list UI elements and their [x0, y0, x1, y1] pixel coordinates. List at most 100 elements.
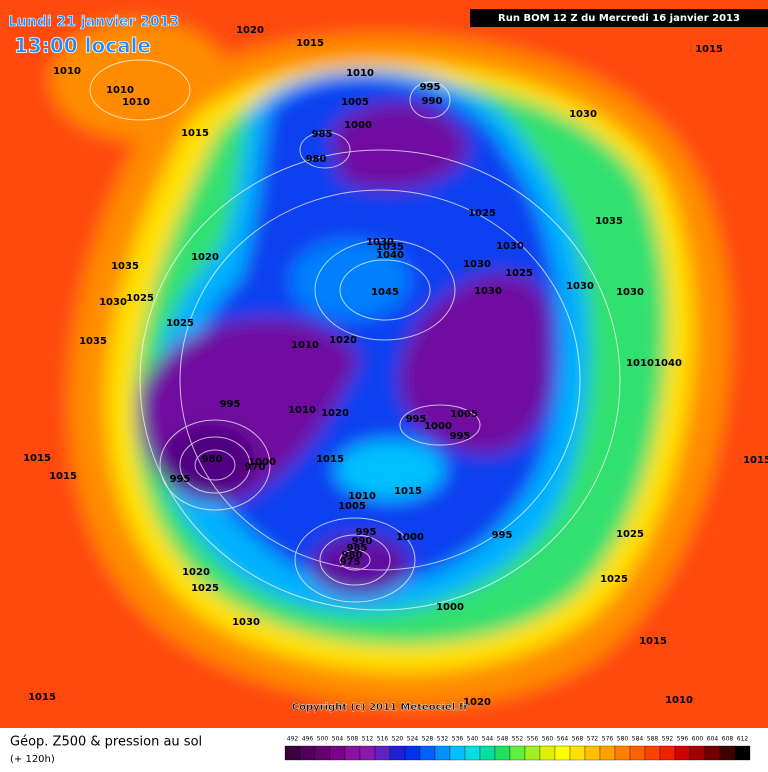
isobar-label: 1010: [291, 340, 319, 351]
colorbar-swatch: [644, 745, 661, 761]
colorbar-swatch: [629, 745, 646, 761]
isobar-label: 1010: [122, 97, 150, 108]
colorbar-label: 596: [677, 736, 689, 743]
colorbar-swatch: [719, 745, 736, 761]
isobar-label: 1015: [23, 453, 51, 464]
colorbar-label: 528: [422, 736, 434, 743]
isobar-label: 995: [170, 474, 191, 485]
isobar-label: 1015: [639, 636, 667, 647]
isobar-label: 1015: [296, 38, 324, 49]
isobar-label: 1025: [126, 293, 154, 304]
isobar-label: 1015: [695, 44, 723, 55]
colorbar-swatch: [599, 745, 616, 761]
isobar-label: 1030: [569, 109, 597, 120]
isobar-label: 995: [406, 414, 427, 425]
colorbar-swatch: [419, 745, 436, 761]
colorbar-label: 608: [722, 736, 734, 743]
isobar-label: 1035: [79, 336, 107, 347]
isobar-label: 1035: [595, 216, 623, 227]
isobar-label: 1015: [743, 455, 768, 466]
colorbar-swatch: [674, 745, 691, 761]
isobar-label: 1000: [396, 532, 424, 543]
isobar-label: 1045: [371, 287, 399, 298]
colorbar-label: 592: [662, 736, 674, 743]
colorbar-label: 612: [737, 736, 749, 743]
colorbar-label: 524: [407, 736, 419, 743]
colorbar-swatch: [299, 745, 316, 761]
isobar-label: 1020: [236, 25, 264, 36]
isobar-label: 1010: [106, 85, 134, 96]
colorbar-swatch: [584, 745, 601, 761]
isobar-label: 1030: [99, 297, 127, 308]
colorbar-label: 552: [512, 736, 524, 743]
isobar-label: 1020: [191, 252, 219, 263]
time: 13:00 locale: [14, 34, 151, 58]
isobar-label: 970: [245, 462, 266, 473]
isobar-label: 1040: [654, 358, 682, 369]
isobar-label: 1030: [566, 281, 594, 292]
colorbar-label: 560: [542, 736, 554, 743]
colorbar-swatch: [479, 745, 496, 761]
colorbar-label: 512: [362, 736, 374, 743]
colorbar-swatch: [734, 745, 751, 761]
isobar-label: 1020: [321, 408, 349, 419]
footer-title: Géop. Z500 & pression au sol: [10, 735, 202, 750]
colorbar-swatch: [404, 745, 421, 761]
isobar-label: 1030: [496, 241, 524, 252]
isobar-label: 1015: [394, 486, 422, 497]
isobar-label: 1000: [344, 120, 372, 131]
isobar-label: 980: [306, 154, 327, 165]
colorbar-swatch: [524, 745, 541, 761]
run-box: [470, 9, 768, 27]
colorbar-label: 572: [587, 736, 599, 743]
colorbar-swatch: [359, 745, 376, 761]
isobar-label: 980: [342, 550, 363, 561]
colorbar-swatch: [659, 745, 676, 761]
colorbar-label: 492: [287, 736, 299, 743]
colorbar-label: 508: [347, 736, 359, 743]
isobar-label: 1015: [49, 471, 77, 482]
colorbar-label: 604: [707, 736, 719, 743]
isobar-label: 1010: [53, 66, 81, 77]
isobar-label: 1015: [316, 454, 344, 465]
colorbar-swatch: [329, 745, 346, 761]
isobar-label: 1010: [626, 358, 654, 369]
isobar-label: 1035: [111, 261, 139, 272]
footer-lead: (+ 120h): [10, 754, 55, 765]
isobar-label: 985: [312, 129, 333, 140]
colorbar-label: 504: [332, 736, 344, 743]
colorbar-label: 568: [572, 736, 584, 743]
isobar-label: 1015: [28, 692, 56, 703]
colorbar-swatch: [569, 745, 586, 761]
isobar-label: 995: [356, 527, 377, 538]
isobar-label: 990: [422, 96, 443, 107]
colorbar-swatch: [464, 745, 481, 761]
isobar-label: 1000: [436, 602, 464, 613]
isobar-label: 1005: [338, 501, 366, 512]
isobar-label: 1035: [376, 242, 404, 253]
isobar-label: 1010: [348, 491, 376, 502]
copyright: Copyright (c) 2011 Meteociel.fr: [292, 702, 469, 713]
colorbar-label: 564: [557, 736, 569, 743]
isobar-label: 990: [352, 536, 373, 547]
colorbar-label: 516: [377, 736, 389, 743]
isobars: [89, 59, 621, 611]
isobar-label: 995: [492, 530, 513, 541]
isobar-label: 1025: [616, 529, 644, 540]
colorbar-swatch: [314, 745, 331, 761]
colorbar-swatch: [689, 745, 706, 761]
isobar-label: 1030: [616, 287, 644, 298]
colorbar: 492 496 500 504 508 512 516 520 524 528 532 536 540 5…: [284, 736, 751, 761]
colorbar-label: 548: [497, 736, 509, 743]
isobar-label: 1010: [346, 68, 374, 79]
colorbar-label: 600: [692, 736, 704, 743]
isobar-labels: 1020101510101010101010151010995990100598…: [23, 25, 768, 708]
isobar-label: 1025: [468, 208, 496, 219]
isobar-label: 975: [340, 557, 361, 568]
colorbar-swatch: [434, 745, 451, 761]
isobar-label: 1020: [182, 567, 210, 578]
isobar-label: 1015: [181, 128, 209, 139]
isobar-label: 995: [220, 399, 241, 410]
